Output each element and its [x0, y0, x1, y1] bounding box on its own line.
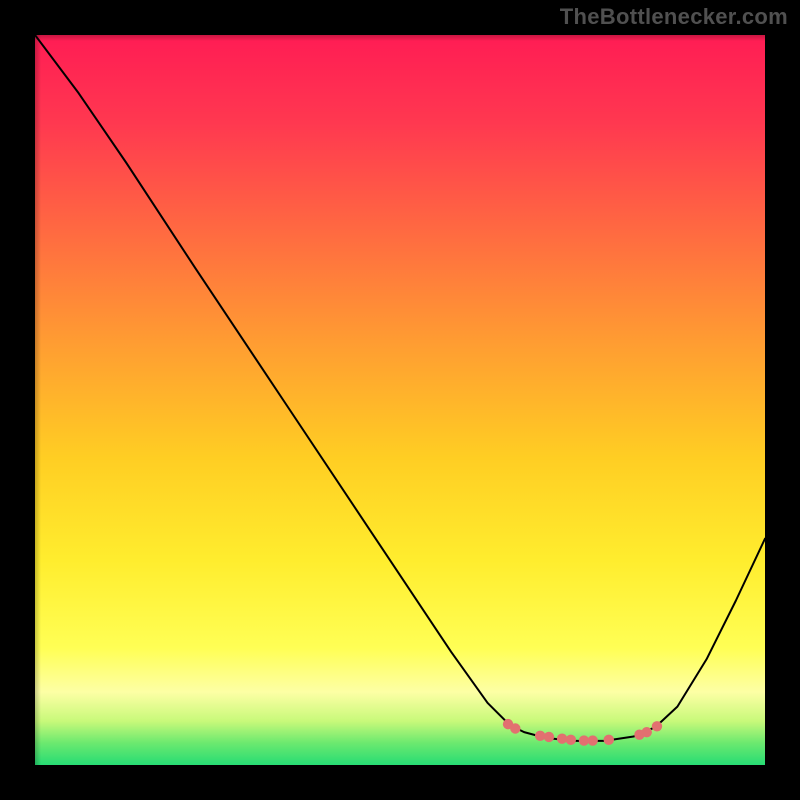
outer-frame: TheBottlenecker.com [0, 0, 800, 800]
curve-dot [535, 731, 545, 741]
curve-dot [588, 735, 598, 745]
curve-dot [544, 732, 554, 742]
curve-dot [604, 735, 614, 745]
curve-dot [642, 727, 652, 737]
bottleneck-curve [35, 35, 765, 741]
curve-dot [557, 734, 567, 744]
curve-dot [652, 721, 662, 731]
curve-dot [510, 723, 520, 733]
curve-layer [35, 35, 765, 765]
plot-area [35, 35, 765, 765]
curve-dot [566, 735, 576, 745]
watermark-label: TheBottlenecker.com [560, 4, 788, 30]
